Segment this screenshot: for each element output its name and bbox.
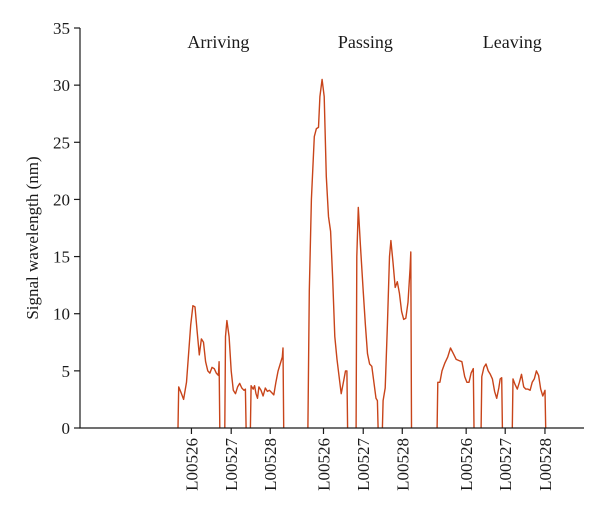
group-label: Passing: [338, 32, 393, 52]
y-tick-label: 30: [53, 76, 70, 95]
series-line-2: [224, 319, 247, 429]
x-tick-label: L00526: [314, 438, 333, 491]
y-tick-label: 0: [62, 419, 71, 438]
series-line-5: [355, 206, 379, 429]
group-label: Arriving: [187, 32, 249, 52]
plot-axes: [79, 28, 584, 429]
x-tick-label: L00528: [536, 438, 555, 491]
series-line-4: [307, 78, 349, 429]
series-layer: [177, 78, 547, 429]
x-tick-label: L00527: [222, 438, 241, 491]
series-line-7: [436, 347, 475, 429]
group-labels: Arriving Passing Leaving: [187, 32, 541, 52]
x-tick-label: L00526: [182, 438, 201, 491]
y-tick-label: 5: [62, 362, 71, 381]
x-tick-label: L00526: [457, 438, 476, 491]
y-axis-ticks: 0 5 10 15 20 25 30 35: [53, 19, 80, 438]
series-line-3: [249, 347, 285, 429]
series-line-9: [511, 370, 547, 429]
y-axis-title: Signal wavelength (nm): [23, 156, 42, 319]
y-tick-label: 15: [53, 248, 70, 267]
x-tick-label: L00527: [496, 438, 515, 491]
y-tick-label: 20: [53, 190, 70, 209]
x-tick-label: L00528: [393, 438, 412, 491]
y-tick-label: 25: [53, 133, 70, 152]
y-tick-label: 10: [53, 305, 70, 324]
y-tick-label: 35: [53, 19, 70, 38]
series-line-6: [381, 239, 413, 429]
group-label: Leaving: [483, 32, 542, 52]
series-line-1: [177, 305, 221, 429]
series-line-8: [480, 363, 504, 429]
x-axis-ticks: L00526 L00527 L00528 L00526 L00527 L00528 L005…: [182, 428, 555, 491]
x-tick-label: L00527: [354, 438, 373, 491]
x-tick-label: L00528: [261, 438, 280, 491]
